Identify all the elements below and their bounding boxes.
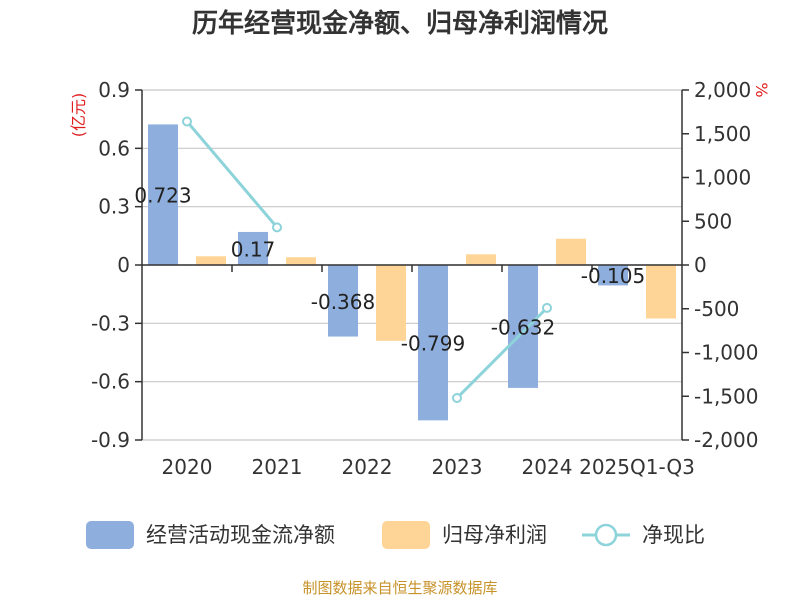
y-right-tick-label: 0 [694, 253, 707, 277]
x-tick-label: 2023 [432, 455, 483, 479]
x-tick-label: 2020 [162, 455, 213, 479]
ratio-line-segment [455, 306, 549, 400]
bar-profit[interactable] [646, 265, 676, 319]
legend-swatch-profit [382, 521, 430, 549]
bar-profit[interactable] [196, 256, 226, 265]
bar-cashflow[interactable] [418, 265, 448, 421]
y-right-unit: % [752, 82, 771, 97]
legend-label-cashflow: 经营活动现金流净额 [146, 523, 335, 547]
legend-item-ratio[interactable]: 净现比 [582, 523, 705, 547]
x-tick-label: 2024 [522, 455, 573, 479]
y-left-tick-label: -0.6 [91, 370, 130, 394]
y-left-tick-label: -0.9 [91, 428, 130, 452]
ratio-line-segment [185, 120, 279, 229]
bar-value-label: 0.17 [231, 237, 276, 261]
bar-value-label: -0.368 [311, 290, 375, 314]
legend-label-profit: 归母净利润 [442, 523, 547, 547]
legend-item-profit[interactable]: 归母净利润 [382, 521, 547, 549]
y-right-tick-label: -1,500 [694, 384, 758, 408]
y-right-tick-label: -1,000 [694, 341, 758, 365]
y-left-unit: (亿元) [69, 93, 88, 138]
x-tick-label: 2025Q1-Q3 [579, 455, 695, 479]
y-left-tick-label: 0 [117, 253, 130, 277]
y-right-tick-label: 500 [694, 209, 732, 233]
bar-cashflow[interactable] [508, 265, 538, 388]
ratio-line [182, 116, 552, 403]
legend: 经营活动现金流净额 归母净利润 净现比 [86, 521, 705, 549]
data-labels: 0.723 0.17 -0.368 -0.799 -0.632 -0.105 [134, 184, 645, 356]
ratio-point[interactable] [452, 393, 462, 403]
bar-value-label: 0.723 [134, 184, 191, 208]
legend-item-cashflow[interactable]: 经营活动现金流净额 [86, 521, 335, 549]
bar-profit[interactable] [556, 238, 586, 265]
y-left-tick-label: 0.9 [98, 78, 130, 102]
bar-profit[interactable] [376, 265, 406, 341]
bar-cashflow[interactable] [238, 231, 268, 265]
y-right-tick-label: 2,000 [694, 78, 751, 102]
y-right-tick-label: 1,000 [694, 166, 751, 190]
bar-value-label: -0.632 [491, 315, 555, 339]
y-left-tick-label: 0.3 [98, 195, 130, 219]
bar-cashflow[interactable] [328, 265, 358, 337]
x-tick-label: 2021 [252, 455, 303, 479]
bar-cashflow[interactable] [598, 265, 628, 286]
legend-swatch-cashflow [86, 521, 134, 549]
bar-cashflow[interactable] [148, 124, 178, 266]
axes: 0.9 0.6 0.3 0 -0.3 -0.6 -0.9 2,000 1,500 1,000 500… [91, 78, 759, 479]
bars [148, 124, 676, 421]
legend-label-ratio: 净现比 [642, 523, 705, 547]
bar-profit[interactable] [286, 257, 316, 265]
chart-title: 历年经营现金净额、归母净利润情况 [192, 8, 608, 39]
ratio-point[interactable] [542, 302, 552, 313]
bar-profit[interactable] [466, 254, 496, 265]
y-left-tick-label: 0.6 [98, 136, 130, 160]
x-tick-label: 2022 [342, 455, 393, 479]
ratio-point[interactable] [272, 222, 282, 233]
y-left-tick-label: -0.3 [91, 311, 130, 335]
legend-marker-ratio [594, 523, 618, 547]
y-right-tick-label: -500 [694, 297, 739, 321]
bar-value-label: -0.799 [401, 332, 465, 356]
y-right-tick-label: -2,000 [694, 428, 758, 452]
bar-value-label: -0.105 [581, 264, 645, 288]
source-note: 制图数据来自恒生聚源数据库 [302, 579, 497, 597]
ratio-point[interactable] [182, 116, 192, 127]
y-right-tick-label: 1,500 [694, 122, 751, 146]
